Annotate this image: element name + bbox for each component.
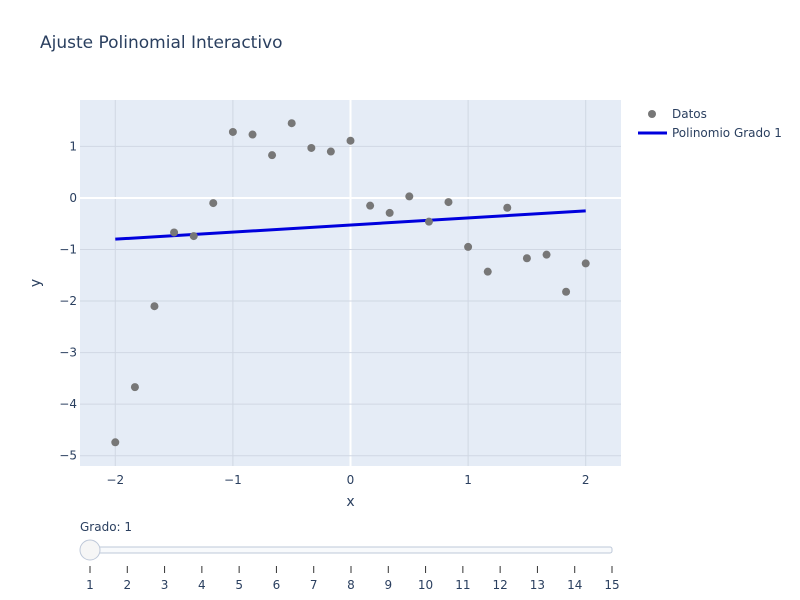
slider-tick-label[interactable]: 4 (198, 578, 206, 592)
x-tick-label: 2 (582, 473, 590, 487)
x-tick-label: −2 (106, 473, 124, 487)
data-point (366, 201, 375, 210)
data-point (228, 127, 237, 136)
slider-tick-label[interactable]: 1 (86, 578, 94, 592)
data-point (562, 287, 571, 296)
y-tick-label: −2 (59, 294, 77, 308)
legend-item-datos[interactable]: Datos (648, 107, 707, 121)
slider-tick-label[interactable]: 10 (418, 578, 433, 592)
data-point (307, 143, 316, 152)
slider-tick-label[interactable]: 7 (310, 578, 318, 592)
x-tick-label: −1 (224, 473, 242, 487)
slider-tick-label[interactable]: 12 (493, 578, 508, 592)
data-point (346, 136, 355, 145)
data-point (522, 254, 531, 263)
data-point (542, 250, 551, 259)
data-point (464, 242, 473, 251)
slider-label: Grado: 1 (80, 520, 132, 534)
y-tick-label: −3 (59, 346, 77, 360)
data-point (581, 259, 590, 268)
data-point (424, 217, 433, 226)
data-point (405, 192, 414, 201)
y-tick-label: 0 (69, 191, 77, 205)
slider-tick-label[interactable]: 14 (567, 578, 582, 592)
legend-marker-icon (648, 110, 656, 118)
y-tick-label: −5 (59, 449, 77, 463)
x-tick-label: 0 (347, 473, 355, 487)
y-tick-label: 1 (69, 139, 77, 153)
slider-tick-label[interactable]: 3 (161, 578, 169, 592)
slider-tick-label[interactable]: 8 (347, 578, 355, 592)
legend[interactable]: Datos Polinomio Grado 1 (638, 107, 782, 140)
legend-label-polinomio: Polinomio Grado 1 (672, 126, 782, 140)
data-point (170, 228, 179, 237)
data-point (385, 208, 394, 217)
x-axis-label: x (346, 494, 354, 510)
x-tick-labels: −2 −1 0 1 2 (106, 473, 589, 487)
data-point (248, 130, 257, 139)
slider-tick-label[interactable]: 9 (384, 578, 392, 592)
y-axis-label: y (28, 279, 44, 287)
x-tick-label: 1 (464, 473, 472, 487)
y-tick-label: −4 (59, 397, 77, 411)
slider-tick-label[interactable]: 15 (604, 578, 619, 592)
legend-label-datos: Datos (672, 107, 707, 121)
slider-tick-label[interactable]: 6 (273, 578, 281, 592)
data-point (150, 302, 159, 311)
data-point (444, 198, 453, 207)
y-tick-labels: 1 0 −1 −2 −3 −4 −5 (59, 139, 77, 462)
data-point (130, 383, 139, 392)
data-point (189, 232, 198, 241)
slider-tick-label[interactable]: 13 (530, 578, 545, 592)
slider-rail[interactable] (87, 546, 613, 554)
data-point (483, 267, 492, 276)
chart-title: Ajuste Polinomial Interactivo (40, 33, 283, 53)
data-points (111, 119, 590, 447)
slider-handle[interactable] (79, 539, 101, 561)
data-point (209, 199, 218, 208)
legend-item-polinomio[interactable]: Polinomio Grado 1 (638, 126, 782, 140)
slider-ticks[interactable]: 1 2 3 4 5 6 7 8 9 10 11 12 13 14 15 (86, 566, 620, 592)
data-point (503, 203, 512, 212)
data-point (268, 151, 277, 160)
data-point (111, 438, 120, 447)
y-tick-label: −1 (59, 242, 77, 256)
slider-tick-label[interactable]: 11 (455, 578, 470, 592)
slider-tick-label[interactable]: 5 (235, 578, 243, 592)
slider-tick-label[interactable]: 2 (123, 578, 131, 592)
data-point (287, 119, 296, 128)
grid-lines (80, 100, 621, 466)
data-point (326, 147, 335, 156)
